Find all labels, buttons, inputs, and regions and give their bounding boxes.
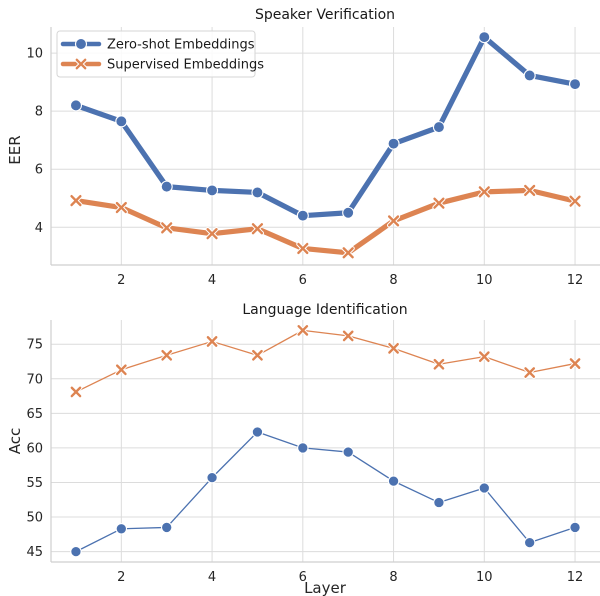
data-point-x bbox=[568, 194, 582, 208]
data-point-circle bbox=[432, 121, 445, 134]
data-point-x bbox=[114, 200, 128, 215]
data-point-circle bbox=[569, 521, 581, 534]
data-point-circle bbox=[478, 31, 491, 44]
data-point-x bbox=[523, 366, 537, 379]
data-point-circle bbox=[523, 69, 536, 82]
data-point-x bbox=[251, 348, 264, 362]
data-point-x bbox=[69, 385, 83, 399]
data-point-x bbox=[341, 329, 355, 343]
data-point-circle bbox=[433, 496, 445, 509]
y-tick-label: 6 bbox=[35, 163, 43, 178]
x-tick-label: 2 bbox=[117, 570, 125, 585]
data-point-x bbox=[205, 227, 219, 241]
data-point-x bbox=[386, 214, 401, 228]
legend-label: Zero-shot Embeddings bbox=[107, 38, 255, 53]
speaker-verification-panel: Speaker Verification 2 4 6 8 10 12 4 6 8 10 EER Z… bbox=[6, 7, 600, 288]
x-axis-label: Layer bbox=[304, 579, 347, 596]
y-tick-label: 45 bbox=[26, 545, 43, 560]
data-point-x bbox=[341, 246, 355, 260]
x-tick-label: 8 bbox=[389, 273, 397, 288]
series-line bbox=[73, 187, 578, 256]
y-tick-label: 50 bbox=[26, 511, 43, 526]
data-point-circle bbox=[251, 186, 264, 199]
x-tick-label: 10 bbox=[476, 273, 493, 288]
data-point-circle bbox=[568, 78, 582, 91]
data-point-circle bbox=[296, 209, 309, 222]
x-tick-label: 6 bbox=[299, 570, 307, 585]
y-tick-label: 4 bbox=[35, 221, 43, 236]
y-tick-label: 75 bbox=[26, 338, 43, 353]
legend-item: Zero-shot Embeddings bbox=[60, 37, 255, 53]
series-line bbox=[73, 34, 578, 219]
panel-title: Language Identification bbox=[242, 302, 407, 318]
data-point-x bbox=[114, 363, 128, 377]
legend-marker bbox=[75, 58, 87, 70]
data-point-circle bbox=[160, 521, 173, 534]
data-point-x bbox=[160, 221, 174, 235]
data-point-x bbox=[160, 348, 174, 362]
data-point-x bbox=[296, 324, 310, 337]
panel-title: Speaker Verification bbox=[255, 7, 395, 23]
data-point-circle bbox=[206, 471, 218, 484]
data-point-x bbox=[296, 241, 310, 256]
data-point-circle bbox=[478, 482, 491, 494]
data-point-circle bbox=[69, 99, 83, 112]
series-line bbox=[75, 329, 576, 393]
data-point-x bbox=[387, 341, 400, 355]
data-point-x bbox=[432, 357, 446, 371]
y-tick-label: 70 bbox=[26, 372, 43, 387]
x-tick-label: 10 bbox=[476, 570, 493, 585]
data-point-circle bbox=[206, 184, 219, 197]
data-point-circle bbox=[342, 446, 354, 458]
data-point-circle bbox=[70, 545, 82, 558]
data-point-x bbox=[477, 350, 491, 364]
data-point-x bbox=[69, 193, 83, 208]
data-point-circle bbox=[297, 442, 309, 454]
x-tick-label: 4 bbox=[208, 273, 216, 288]
data-point-x bbox=[432, 196, 446, 210]
legend: Zero-shot Embeddings Supervised Embedding… bbox=[56, 30, 264, 78]
legend-label: Supervised Embeddings bbox=[107, 58, 264, 73]
y-tick-label: 65 bbox=[26, 407, 43, 422]
data-point-x bbox=[205, 335, 219, 348]
data-point-x bbox=[477, 185, 491, 199]
data-point-x bbox=[568, 357, 582, 370]
data-point-circle bbox=[387, 475, 400, 487]
data-point-x bbox=[523, 183, 537, 198]
x-tick-label: 6 bbox=[299, 273, 307, 288]
data-point-circle bbox=[115, 115, 128, 128]
x-tick-label: 2 bbox=[117, 273, 125, 288]
y-tick-label: 10 bbox=[26, 47, 43, 62]
data-point-circle bbox=[251, 426, 264, 438]
y-axis-label: EER bbox=[6, 135, 24, 164]
language-identification-panel: Language Identification 2 4 6 8 10 12 45 50 55 60… bbox=[6, 302, 600, 596]
legend-box bbox=[56, 30, 256, 78]
y-tick-label: 55 bbox=[26, 476, 43, 491]
data-point-circle bbox=[342, 206, 355, 219]
y-axis-label: Acc bbox=[6, 428, 24, 455]
y-tick-label: 8 bbox=[35, 105, 43, 120]
data-point-circle bbox=[387, 137, 400, 150]
legend-item: Supervised Embeddings bbox=[60, 58, 264, 73]
x-tick-label: 8 bbox=[389, 570, 397, 585]
x-tick-label: 12 bbox=[567, 570, 584, 585]
legend-marker bbox=[74, 37, 88, 51]
data-point-circle bbox=[115, 523, 128, 535]
data-point-circle bbox=[523, 536, 536, 549]
x-tick-label: 12 bbox=[567, 273, 584, 288]
y-tick-label: 60 bbox=[26, 441, 43, 456]
data-point-circle bbox=[160, 180, 173, 193]
series-line bbox=[75, 431, 576, 553]
data-point-x bbox=[250, 222, 265, 236]
x-tick-label: 4 bbox=[208, 570, 216, 585]
